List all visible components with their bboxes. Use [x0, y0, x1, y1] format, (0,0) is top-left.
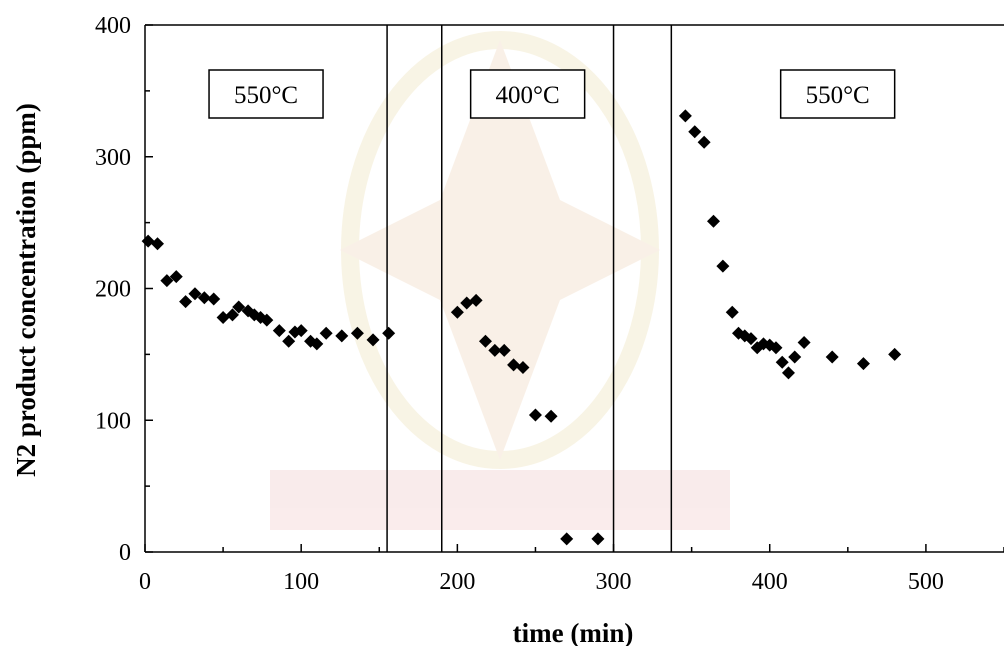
data-point	[366, 333, 380, 347]
data-point	[294, 324, 308, 338]
region-label: 400°C	[496, 82, 560, 109]
data-point	[169, 270, 183, 284]
seal-ring	[341, 31, 659, 469]
data-point	[507, 358, 521, 372]
region-labels: 550°C 400°C 550°C	[208, 69, 896, 119]
data-point	[225, 308, 239, 322]
data-point	[744, 332, 758, 346]
data-point	[232, 300, 246, 314]
data-point	[282, 334, 296, 348]
y-tick-label: 300	[95, 145, 131, 171]
x-axis-title: time (min)	[513, 618, 634, 646]
data-point	[150, 237, 164, 251]
data-point	[207, 292, 221, 306]
data-point	[856, 357, 870, 371]
data-point	[272, 324, 286, 338]
region-label-box	[779, 69, 896, 119]
data-point	[310, 337, 324, 351]
data-point	[516, 361, 530, 375]
region-label: 550°C	[234, 82, 298, 109]
data-point	[781, 366, 795, 380]
data-point	[716, 259, 730, 273]
data-point	[775, 355, 789, 369]
data-point	[788, 350, 802, 364]
region-label-box	[208, 69, 324, 119]
y-axis-title: N2 product concentration (ppm)	[11, 103, 41, 477]
data-point	[319, 326, 333, 340]
data-point	[560, 532, 574, 546]
data-point	[188, 287, 202, 301]
data-point	[707, 214, 721, 228]
data-point	[197, 291, 211, 305]
data-point	[697, 135, 711, 149]
y-tick-label: 200	[95, 277, 131, 303]
x-tick-label: 500	[908, 569, 944, 595]
axes: 0 100 200 300 400 0 100 200 300 400 500	[95, 13, 1004, 595]
data-point	[544, 409, 558, 423]
x-tick-label: 400	[752, 569, 788, 595]
data-points	[141, 109, 902, 546]
data-point	[460, 296, 474, 310]
data-point	[528, 408, 542, 422]
data-point	[260, 313, 274, 327]
data-point	[216, 310, 230, 324]
data-point	[141, 234, 155, 248]
region-label: 550°C	[806, 82, 870, 109]
data-point	[725, 305, 739, 319]
x-tick-label: 0	[139, 569, 151, 595]
data-point	[160, 274, 174, 288]
data-point	[825, 350, 839, 364]
data-point	[478, 334, 492, 348]
seal-emblem	[340, 40, 660, 460]
data-point	[335, 329, 349, 343]
data-point	[350, 326, 364, 340]
y-tick-label: 0	[119, 540, 131, 566]
y-tick-label: 100	[95, 408, 131, 434]
data-point	[591, 532, 605, 546]
data-point	[678, 109, 692, 123]
data-point	[179, 295, 193, 309]
data-point	[797, 336, 811, 350]
data-point	[488, 343, 502, 357]
data-point	[450, 305, 464, 319]
data-point	[382, 326, 396, 340]
data-point	[497, 343, 511, 357]
data-point	[469, 293, 483, 307]
data-point	[769, 341, 783, 355]
region-label-box	[469, 69, 586, 119]
vertical-boundary-lines	[386, 25, 673, 552]
x-tick-label: 100	[283, 569, 319, 595]
x-tick-label: 200	[439, 569, 475, 595]
university-seal-watermark	[270, 31, 730, 530]
seal-ribbon	[270, 470, 730, 530]
y-tick-label: 400	[95, 13, 131, 39]
data-point	[888, 347, 902, 361]
x-tick-label: 300	[596, 569, 632, 595]
data-point	[688, 125, 702, 139]
